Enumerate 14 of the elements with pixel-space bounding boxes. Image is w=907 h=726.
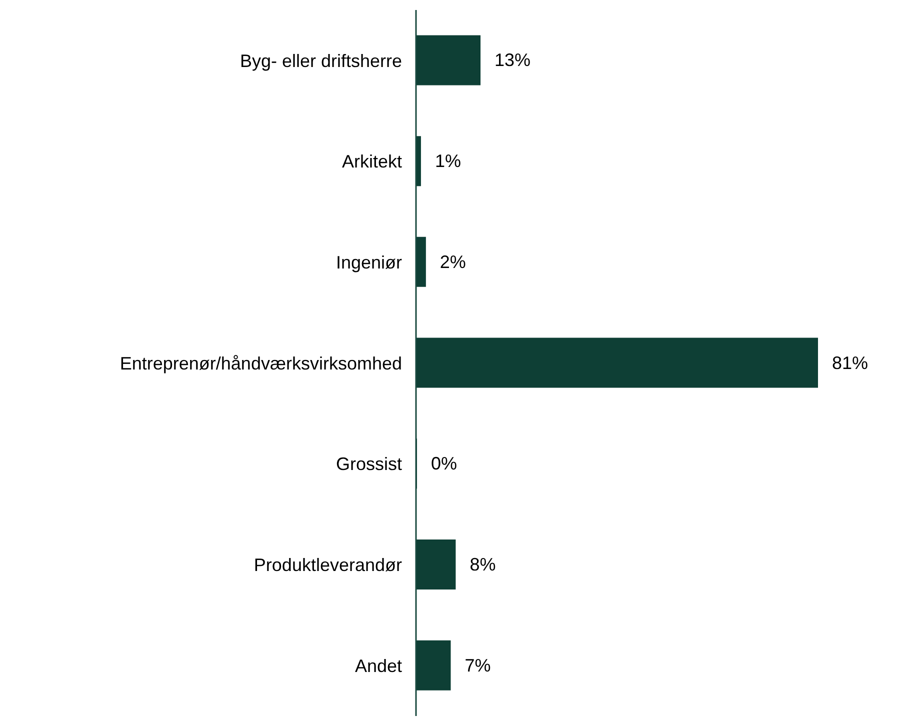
y-tick-label: Byg- eller driftsherre	[240, 50, 402, 71]
data-label: 1%	[434, 151, 461, 172]
y-tick-label: Ingeniør	[336, 252, 402, 273]
data-label: 2%	[440, 252, 466, 272]
y-tick-label: Andet	[354, 656, 402, 676]
y-tick-label: Produktleverandør	[254, 555, 402, 576]
data-label: 81%	[832, 352, 868, 373]
data-label: 0%	[431, 454, 458, 474]
y-tick-label: Entreprenør/håndværksvirksomhed	[120, 353, 402, 374]
y-tick-label: Arkitekt	[342, 152, 402, 172]
data-label: 8%	[470, 554, 496, 574]
data-label: 7%	[464, 655, 491, 676]
data-label: 13%	[494, 50, 531, 70]
y-tick-label: Grossist	[336, 454, 402, 474]
